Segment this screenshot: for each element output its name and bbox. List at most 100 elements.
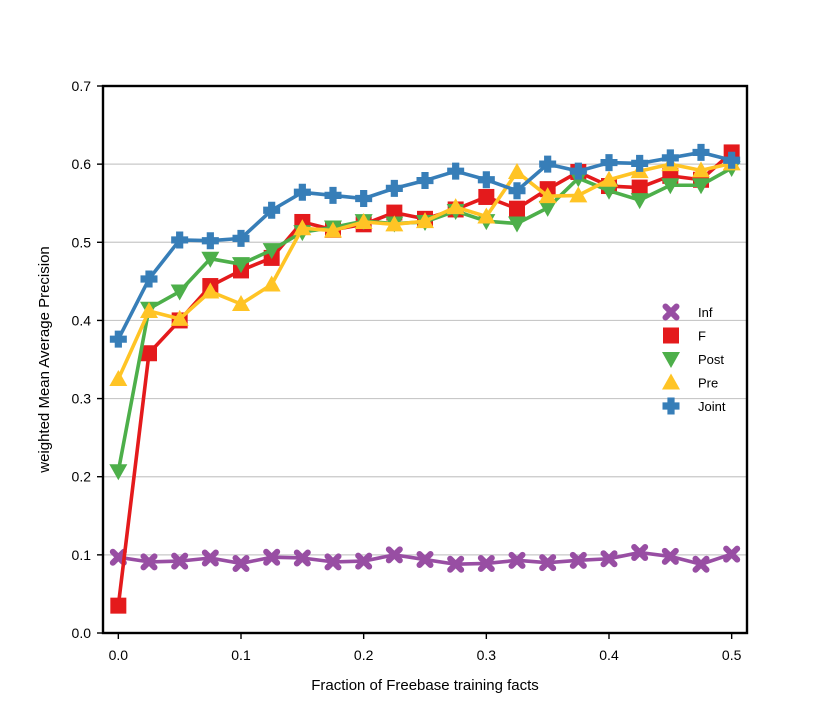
data-point-inf bbox=[355, 552, 373, 570]
legend-item-joint: Joint bbox=[662, 397, 726, 415]
data-point-pre bbox=[538, 187, 557, 204]
data-point-inf bbox=[201, 549, 219, 567]
y-tick-label: 0.0 bbox=[72, 625, 92, 641]
data-point-pre bbox=[140, 302, 158, 319]
data-point-inf bbox=[661, 547, 679, 565]
legend-item-post: Post bbox=[662, 352, 724, 368]
data-point-pre bbox=[446, 198, 465, 215]
y-tick-label: 0.4 bbox=[72, 312, 92, 328]
legend-marker-inf bbox=[662, 303, 680, 321]
legend-marker-joint bbox=[662, 397, 680, 415]
data-point-inf bbox=[447, 555, 465, 573]
legend-label-post: Post bbox=[698, 352, 724, 367]
data-point-pre bbox=[324, 221, 342, 238]
legend-item-f: F bbox=[663, 327, 706, 344]
data-point-inf bbox=[416, 551, 434, 569]
y-tick-label: 0.6 bbox=[72, 156, 92, 172]
data-point-pre bbox=[600, 170, 618, 187]
data-point-post bbox=[661, 178, 680, 195]
data-point-pre bbox=[354, 212, 373, 229]
data-point-f bbox=[509, 200, 525, 217]
legend-marker-post bbox=[662, 352, 680, 368]
data-point-joint bbox=[600, 154, 618, 172]
x-tick-label: 0.1 bbox=[231, 647, 251, 663]
legend-item-inf: Inf bbox=[662, 303, 713, 321]
data-point-inf bbox=[324, 553, 342, 571]
data-point-inf bbox=[140, 553, 158, 571]
data-point-joint bbox=[416, 172, 434, 190]
y-tick-label: 0.3 bbox=[72, 391, 92, 407]
plot-frame bbox=[101, 84, 749, 635]
data-point-pre bbox=[385, 215, 404, 232]
series-inf bbox=[109, 544, 741, 573]
data-point-inf bbox=[477, 554, 495, 572]
x-axis-title: Fraction of Freebase training facts bbox=[311, 677, 539, 694]
y-tick-label: 0.1 bbox=[72, 547, 92, 563]
data-point-joint bbox=[477, 171, 495, 189]
series-group bbox=[109, 143, 741, 614]
data-point-pre bbox=[232, 295, 250, 312]
x-tick-label: 0.4 bbox=[599, 647, 619, 663]
data-point-joint bbox=[109, 330, 127, 348]
x-tick-label: 0.5 bbox=[722, 647, 742, 663]
data-point-inf bbox=[263, 548, 281, 566]
series-pre bbox=[109, 154, 741, 387]
legend-label-f: F bbox=[698, 329, 706, 344]
data-point-joint bbox=[692, 143, 710, 161]
legend-label-pre: Pre bbox=[698, 376, 718, 391]
data-point-f bbox=[141, 345, 157, 362]
x-tick-label: 0.3 bbox=[477, 647, 497, 663]
data-point-post bbox=[170, 284, 189, 301]
data-point-inf bbox=[723, 545, 741, 563]
data-point-inf bbox=[385, 546, 403, 564]
data-point-joint bbox=[355, 190, 373, 208]
legend-marker-f bbox=[663, 327, 679, 344]
data-point-joint bbox=[324, 186, 342, 204]
data-point-pre bbox=[508, 162, 526, 179]
data-point-inf bbox=[600, 550, 618, 568]
data-point-pre bbox=[692, 161, 710, 178]
data-point-joint bbox=[140, 270, 158, 288]
data-point-joint bbox=[447, 162, 465, 180]
data-point-post bbox=[232, 257, 250, 274]
legend-label-joint: Joint bbox=[698, 399, 726, 414]
data-point-f bbox=[631, 179, 648, 196]
data-point-post bbox=[692, 178, 710, 195]
data-point-pre bbox=[569, 186, 588, 203]
data-point-joint bbox=[385, 179, 403, 197]
y-tick-label: 0.7 bbox=[72, 78, 92, 94]
data-point-joint bbox=[539, 155, 557, 173]
data-point-post bbox=[538, 200, 557, 217]
data-point-f bbox=[478, 188, 495, 205]
legend-label-inf: Inf bbox=[698, 305, 713, 320]
data-point-joint bbox=[661, 149, 679, 167]
data-point-inf bbox=[232, 554, 250, 572]
data-point-joint bbox=[569, 162, 587, 180]
data-point-pre bbox=[170, 309, 189, 326]
data-point-joint bbox=[293, 183, 311, 201]
y-axis: 0.0 0.1 0.2 0.3 0.4 0.5 0.6 0.7 bbox=[72, 78, 103, 641]
data-point-pre bbox=[262, 275, 281, 292]
y-axis-title: weighted Mean Average Precision bbox=[36, 246, 53, 474]
series-joint bbox=[109, 143, 741, 348]
data-point-joint bbox=[508, 182, 526, 200]
legend-item-pre: Pre bbox=[662, 373, 718, 391]
data-point-inf bbox=[171, 552, 189, 570]
data-point-post bbox=[600, 183, 618, 200]
data-point-post bbox=[508, 216, 526, 233]
data-point-joint bbox=[232, 229, 250, 247]
data-point-inf bbox=[293, 549, 311, 567]
y-tick-label: 0.2 bbox=[72, 469, 92, 485]
data-point-inf bbox=[631, 544, 649, 562]
data-point-pre bbox=[201, 282, 220, 299]
data-point-joint bbox=[201, 232, 219, 250]
data-point-pre bbox=[416, 212, 434, 229]
data-point-pre bbox=[293, 219, 312, 236]
data-point-pre bbox=[477, 207, 496, 224]
data-point-joint bbox=[171, 231, 189, 249]
x-tick-label: 0.0 bbox=[109, 647, 129, 663]
data-point-pre bbox=[109, 370, 128, 387]
data-point-joint bbox=[631, 154, 649, 172]
